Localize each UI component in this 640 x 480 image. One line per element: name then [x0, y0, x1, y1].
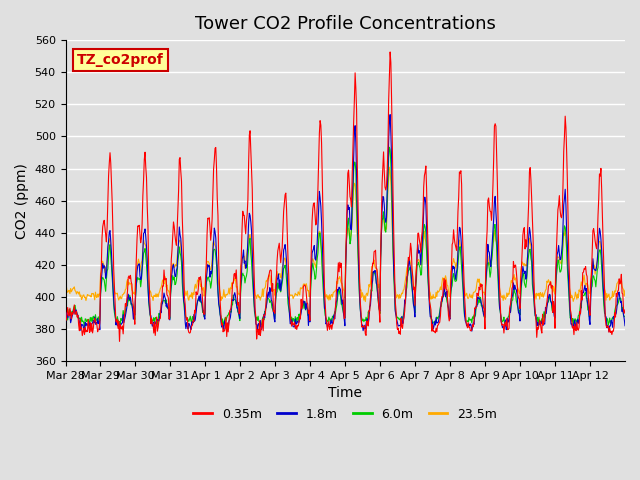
0.35m — [116, 338, 124, 344]
Line: 0.35m: 0.35m — [65, 52, 625, 341]
0.35m — [61, 317, 69, 323]
23.5m — [61, 286, 69, 292]
0.35m — [259, 316, 266, 322]
1.8m — [230, 292, 238, 298]
6.0m — [128, 301, 136, 307]
0.35m — [387, 49, 394, 55]
0.35m — [280, 208, 287, 214]
6.0m — [436, 309, 444, 314]
Title: Tower CO2 Profile Concentrations: Tower CO2 Profile Concentrations — [195, 15, 496, 33]
6.0m — [385, 144, 393, 150]
23.5m — [127, 281, 135, 287]
6.0m — [280, 265, 287, 271]
23.5m — [258, 293, 266, 299]
1.8m — [605, 329, 612, 335]
6.0m — [621, 314, 629, 320]
0.35m — [231, 271, 239, 276]
23.5m — [230, 278, 238, 284]
Line: 6.0m: 6.0m — [65, 147, 625, 327]
1.8m — [258, 326, 266, 332]
23.5m — [385, 164, 393, 170]
Line: 23.5m: 23.5m — [65, 167, 625, 301]
0.35m — [128, 281, 136, 287]
23.5m — [436, 287, 444, 292]
23.5m — [621, 288, 629, 293]
23.5m — [362, 299, 369, 304]
6.0m — [259, 316, 266, 322]
X-axis label: Time: Time — [328, 386, 362, 400]
1.8m — [621, 323, 629, 329]
Y-axis label: CO2 (ppm): CO2 (ppm) — [15, 163, 29, 239]
6.0m — [61, 312, 69, 318]
Text: TZ_co2prof: TZ_co2prof — [77, 53, 163, 67]
1.8m — [404, 273, 412, 278]
6.0m — [404, 267, 412, 273]
1.8m — [435, 315, 443, 321]
0.35m — [621, 307, 629, 312]
1.8m — [61, 320, 69, 325]
1.8m — [279, 265, 287, 271]
6.0m — [231, 297, 239, 302]
23.5m — [279, 262, 287, 268]
23.5m — [404, 258, 412, 264]
Line: 1.8m: 1.8m — [65, 115, 625, 332]
0.35m — [404, 254, 412, 260]
6.0m — [81, 324, 88, 330]
Legend: 0.35m, 1.8m, 6.0m, 23.5m: 0.35m, 1.8m, 6.0m, 23.5m — [188, 403, 502, 425]
0.35m — [436, 319, 444, 325]
1.8m — [127, 301, 135, 307]
1.8m — [387, 112, 394, 118]
